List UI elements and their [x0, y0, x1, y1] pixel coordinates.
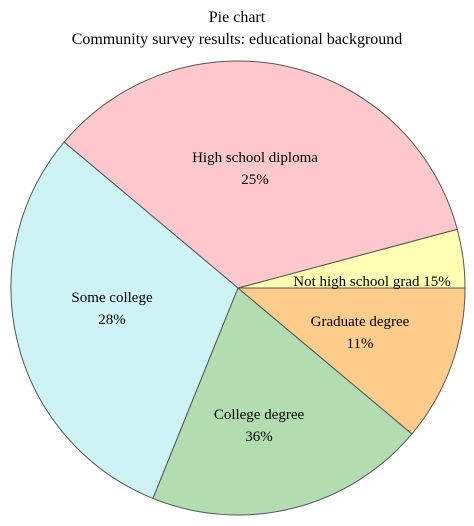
slice-value: 28% — [98, 312, 126, 328]
slice-label: Graduate degree — [311, 314, 410, 330]
slice-label: College degree — [214, 407, 305, 423]
chart-subtitle: Community survey results: educational ba… — [71, 31, 403, 48]
slice-label: Some college — [71, 290, 153, 306]
slice-label: High school diploma — [192, 150, 318, 166]
slice-label: Not high school grad 15% — [293, 274, 450, 290]
chart-title: Pie chart — [208, 9, 266, 26]
pie-slice-college-degree — [152, 287, 413, 516]
pie-slice-graduate-degree — [236, 287, 466, 435]
pie-slice-some-college — [10, 141, 239, 500]
slice-value: 25% — [241, 172, 269, 188]
pie-slice-high-school-diploma — [63, 60, 458, 289]
slice-value: 11% — [347, 336, 374, 352]
slice-value: 36% — [245, 429, 273, 445]
